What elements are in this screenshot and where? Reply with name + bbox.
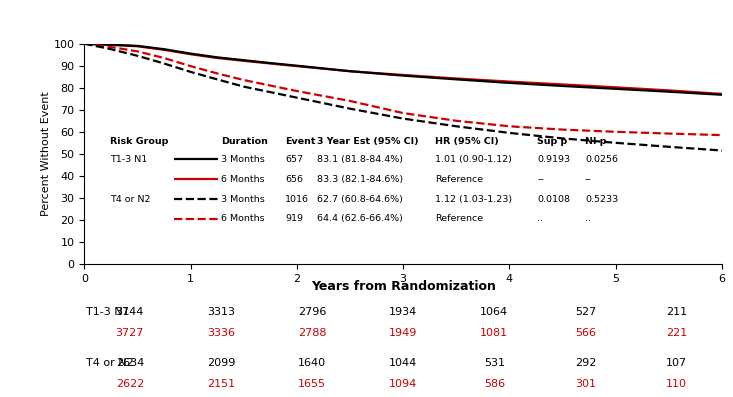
Text: 1064: 1064 [480,307,508,317]
Text: 2634: 2634 [116,358,144,368]
Text: Sup p: Sup p [537,137,567,146]
Text: 3336: 3336 [207,328,235,339]
Text: 0.9193: 0.9193 [537,155,570,164]
Text: DFS by risk group and duration of therapy: DFS by risk group and duration of therap… [117,11,616,31]
Text: Risk Group: Risk Group [110,137,168,146]
Text: 107: 107 [666,358,687,368]
Text: 527: 527 [575,307,596,317]
Text: 657: 657 [285,155,303,164]
Text: 919: 919 [285,214,303,224]
Text: Event: Event [285,137,316,146]
Text: --: -- [585,175,592,184]
Text: HR (95% CI): HR (95% CI) [435,137,498,146]
Text: 3 Months: 3 Months [221,155,265,164]
Text: T1-3 N1: T1-3 N1 [86,307,130,317]
Text: T1-3 N1: T1-3 N1 [110,155,147,164]
Text: 1081: 1081 [480,328,508,339]
Text: 301: 301 [575,379,596,389]
Text: 566: 566 [575,328,596,339]
Text: 83.1 (81.8-84.4%): 83.1 (81.8-84.4%) [317,155,403,164]
Text: 3313: 3313 [207,307,235,317]
Text: 0.0256: 0.0256 [585,155,618,164]
Text: T4 or N2: T4 or N2 [86,358,134,368]
Text: 1640: 1640 [298,358,326,368]
Text: ..: .. [585,214,591,224]
Text: 2796: 2796 [298,307,326,317]
Text: 1016: 1016 [285,195,309,204]
Text: 6 Months: 6 Months [221,175,265,184]
Text: 2788: 2788 [298,328,326,339]
Text: 62.7 (60.8-64.6%): 62.7 (60.8-64.6%) [317,195,403,204]
Text: 3744: 3744 [116,307,144,317]
Text: 1.01 (0.90-1.12): 1.01 (0.90-1.12) [435,155,512,164]
Text: 531: 531 [484,358,505,368]
Text: T4 or N2: T4 or N2 [110,195,150,204]
Text: 586: 586 [484,379,505,389]
Text: 83.3 (82.1-84.6%): 83.3 (82.1-84.6%) [317,175,403,184]
Text: 0.0108: 0.0108 [537,195,570,204]
Text: 64.4 (62.6-66.4%): 64.4 (62.6-66.4%) [317,214,403,224]
Text: 3727: 3727 [116,328,144,339]
Text: 0.5233: 0.5233 [585,195,618,204]
Text: 2622: 2622 [116,379,144,389]
Text: 656: 656 [285,175,303,184]
Text: 221: 221 [666,328,687,339]
Text: 6 Months: 6 Months [221,214,265,224]
Text: Years from Randomization: Years from Randomization [311,280,496,293]
Text: 1.12 (1.03-1.23): 1.12 (1.03-1.23) [435,195,512,204]
Text: Duration: Duration [221,137,268,146]
Text: 2151: 2151 [207,379,235,389]
Text: 1934: 1934 [389,307,417,317]
Text: --: -- [537,175,544,184]
Text: 3 Months: 3 Months [221,195,265,204]
Text: 1949: 1949 [389,328,417,339]
Text: ..: .. [537,214,543,224]
Text: 1044: 1044 [389,358,417,368]
Text: 292: 292 [575,358,596,368]
Text: 211: 211 [666,307,687,317]
Y-axis label: Percent Without Event: Percent Without Event [41,91,51,216]
Text: Reference: Reference [435,214,483,224]
Text: Reference: Reference [435,175,483,184]
Text: 1655: 1655 [298,379,326,389]
Text: 2099: 2099 [207,358,235,368]
Text: 1094: 1094 [389,379,417,389]
Text: 110: 110 [666,379,687,389]
Text: NI p: NI p [585,137,606,146]
Text: 3 Year Est (95% CI): 3 Year Est (95% CI) [317,137,419,146]
